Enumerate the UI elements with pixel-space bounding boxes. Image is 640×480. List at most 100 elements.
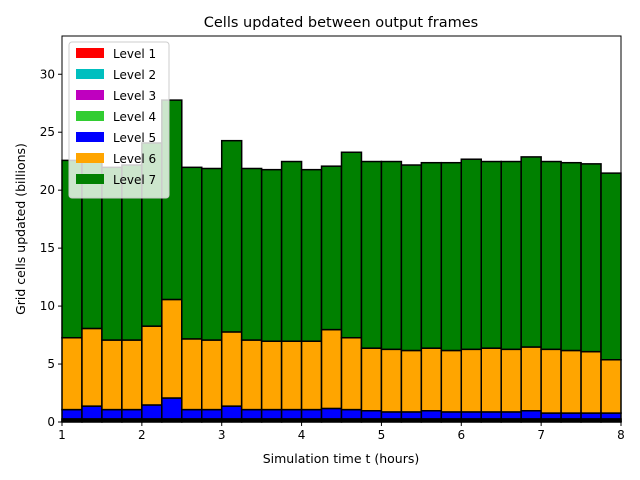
bar-segment-7-20 [440,161,463,352]
bar-segment-5-24 [520,410,542,420]
bar-segment-6-14 [320,328,343,410]
bar-segment-5-18 [400,411,423,420]
bar-segment-5-26 [560,412,582,420]
bar-segment-5-5 [141,404,163,420]
bar-segment-7-27 [580,163,602,353]
y-axis-label: Grid cells updated (billions) [13,143,28,315]
bars-group [61,99,622,423]
bar-segment-7-14 [320,165,343,331]
legend-swatch-4 [76,111,104,121]
bar-segment-5-20 [440,411,463,420]
bar-segment-7-8 [201,167,223,341]
bar-segment-6-21 [460,348,482,413]
bar-segment-7-18 [400,164,423,352]
bar-segment-7-17 [380,160,403,351]
bar-segment-5-27 [580,412,602,420]
bar-segment-5-16 [360,410,383,420]
y-tick-label: 15 [40,241,55,255]
bar-segment-5-1 [61,408,83,420]
bar-segment-7-10 [240,167,263,341]
bar-segment-6-19 [420,347,443,412]
y-tick-label: 0 [47,415,55,429]
bar-segment-6-27 [580,350,602,414]
bar-segment-5-23 [500,411,522,420]
bar-segment-6-11 [260,340,283,411]
bar-segment-7-12 [280,160,303,342]
bar-segment-5-21 [460,411,482,420]
y-tick-label: 25 [40,125,55,139]
bar-segment-6-28 [600,359,622,414]
legend: Level 1 Level 2 Level 3 Level 4 Level 5 Level… [68,41,170,199]
bar-segment-6-6 [161,298,183,399]
bar-segment-5-10 [240,408,263,420]
legend-swatch-1 [76,48,104,58]
bar-segment-5-3 [101,408,123,420]
chart-title: Cells updated between output frames [204,15,478,31]
bar-segment-7-16 [360,160,383,349]
bar-segment-5-25 [540,412,562,420]
y-tick-label: 10 [40,299,55,313]
bar-segment-5-9 [220,405,243,420]
bar-segment-5-8 [201,408,223,420]
bar-segment-7-15 [340,151,363,339]
x-tick-label: 7 [537,428,545,442]
bar-segment-5-22 [480,411,502,420]
bar-segment-6-16 [360,347,383,412]
bar-segment-6-26 [560,349,582,414]
x-tick-label: 8 [617,428,625,442]
bar-segment-6-22 [480,347,502,413]
y-tick-label: 30 [40,67,55,81]
legend-label-1: Level 1 [113,47,156,61]
bar-segment-6-20 [440,349,463,413]
bar-segment-6-13 [300,340,323,411]
bar-segment-5-14 [320,407,343,420]
bar-segment-7-25 [540,160,562,351]
legend-label-4: Level 4 [113,110,156,124]
bar-segment-5-4 [121,408,143,420]
plot-frame [61,35,622,423]
legend-swatch-3 [76,90,104,100]
bar-segment-6-1 [61,336,83,411]
legend-label-3: Level 3 [113,89,156,103]
bar-segment-6-25 [540,348,562,414]
y-axis-ticks: 0 5 10 15 20 25 30 [40,67,62,429]
bar-segment-5-17 [380,411,403,420]
bar-segment-7-19 [420,161,443,349]
bar-segment-6-8 [201,339,223,411]
y-tick-label: 5 [47,357,55,371]
bar-segment-6-15 [340,336,363,411]
bar-segment-7-24 [520,156,542,348]
bar-segment-6-23 [500,348,522,413]
bar-segment-7-26 [560,161,582,352]
bar-segment-5-11 [260,408,283,420]
bar-segment-7-13 [300,168,323,342]
bar-segment-7-21 [460,158,482,351]
x-tick-label: 1 [58,428,66,442]
x-axis-ticks: 1 2 3 4 5 6 7 8 [58,422,625,442]
bar-segment-5-19 [420,410,443,420]
bar-segment-7-9 [220,139,243,333]
bar-segment-5-7 [181,408,203,420]
bar-segment-7-23 [500,160,522,351]
legend-label-2: Level 2 [113,68,156,82]
x-tick-label: 3 [218,428,226,442]
bar-segment-6-4 [121,339,143,411]
bar-segment-5-6 [161,397,183,420]
bar-segment-6-17 [380,348,403,413]
bar-segment-7-22 [480,160,502,349]
x-tick-label: 4 [298,428,306,442]
bar-segment-7-28 [600,172,622,361]
legend-swatch-5 [76,132,104,142]
bar-segment-5-15 [340,408,363,420]
bar-segment-6-10 [240,339,263,411]
legend-swatch-6 [76,153,104,163]
bar-segment-6-18 [400,349,423,413]
bar-segment-7-7 [181,166,203,340]
bar-segment-6-3 [101,339,123,411]
x-tick-label: 5 [378,428,386,442]
bar-segment-6-24 [520,346,542,412]
bar-segment-5-2 [81,405,103,420]
bar-segment-5-12 [280,408,303,420]
bar-segment-5-13 [300,408,323,420]
